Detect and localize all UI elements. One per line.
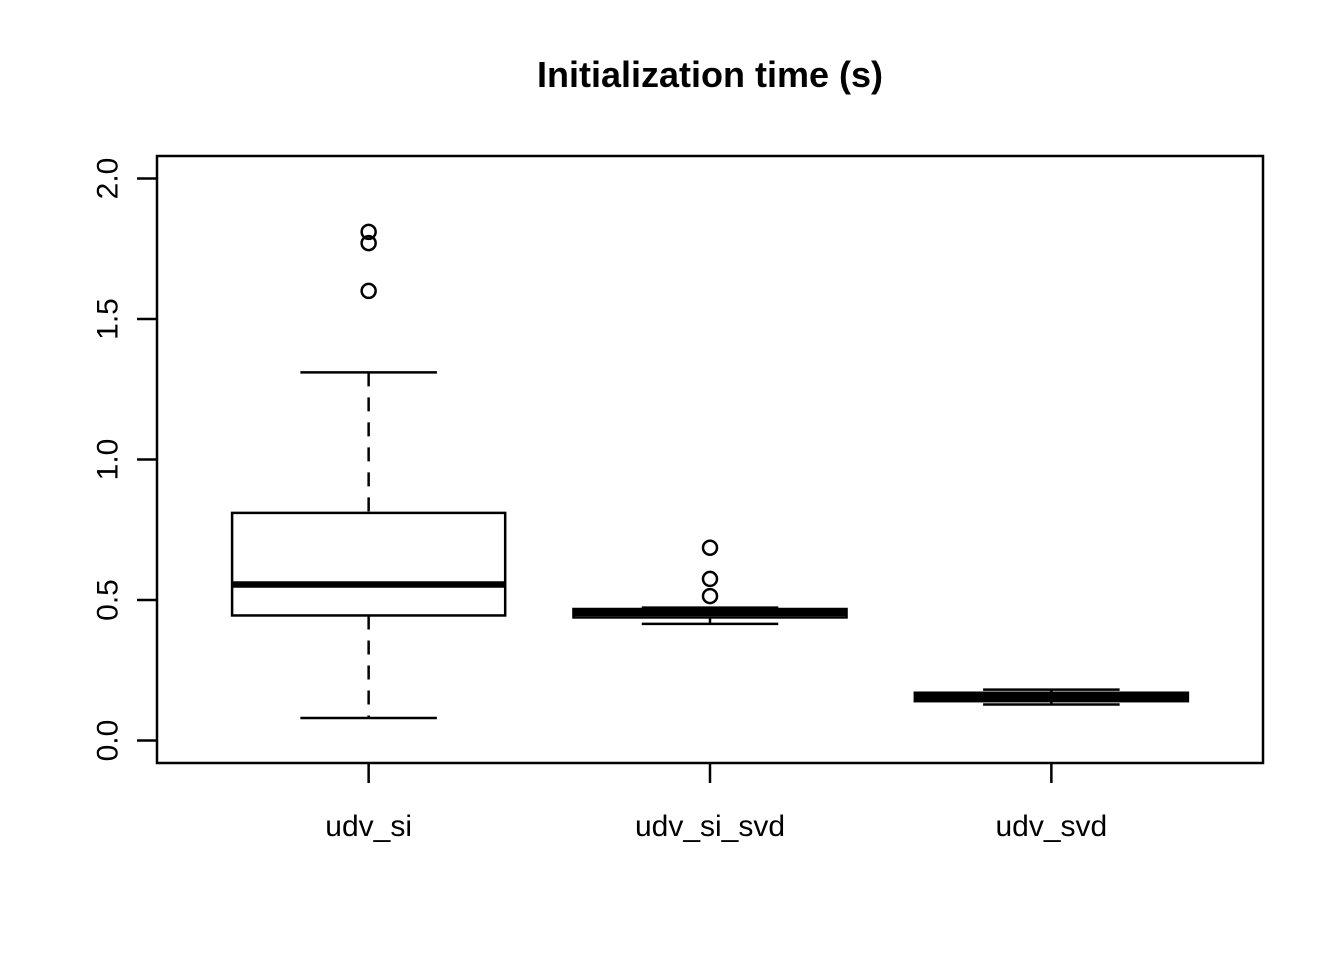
- y-axis-tick-label: 0.0: [92, 720, 125, 762]
- outlier-point: [701, 587, 719, 605]
- outlier-point: [701, 570, 719, 588]
- x-axis-tick-label: udv_si: [325, 810, 412, 843]
- outlier-point: [701, 539, 719, 556]
- outlier-point: [360, 234, 377, 252]
- y-axis-tick-label: 0.5: [92, 579, 125, 621]
- iqr-box: [230, 511, 507, 617]
- plot-frame: [155, 154, 1265, 765]
- x-axis-tick-label: udv_svd: [995, 810, 1107, 843]
- y-axis-tick-label: 1.5: [92, 298, 125, 340]
- outlier-point: [360, 282, 377, 300]
- chart-title: Initialization time (s): [536, 54, 884, 95]
- y-axis-tick-label: 2.0: [92, 158, 125, 200]
- y-axis-tick-label: 1.0: [92, 439, 125, 481]
- outlier-point: [360, 223, 377, 241]
- x-axis-tick-label: udv_si_svd: [635, 810, 785, 843]
